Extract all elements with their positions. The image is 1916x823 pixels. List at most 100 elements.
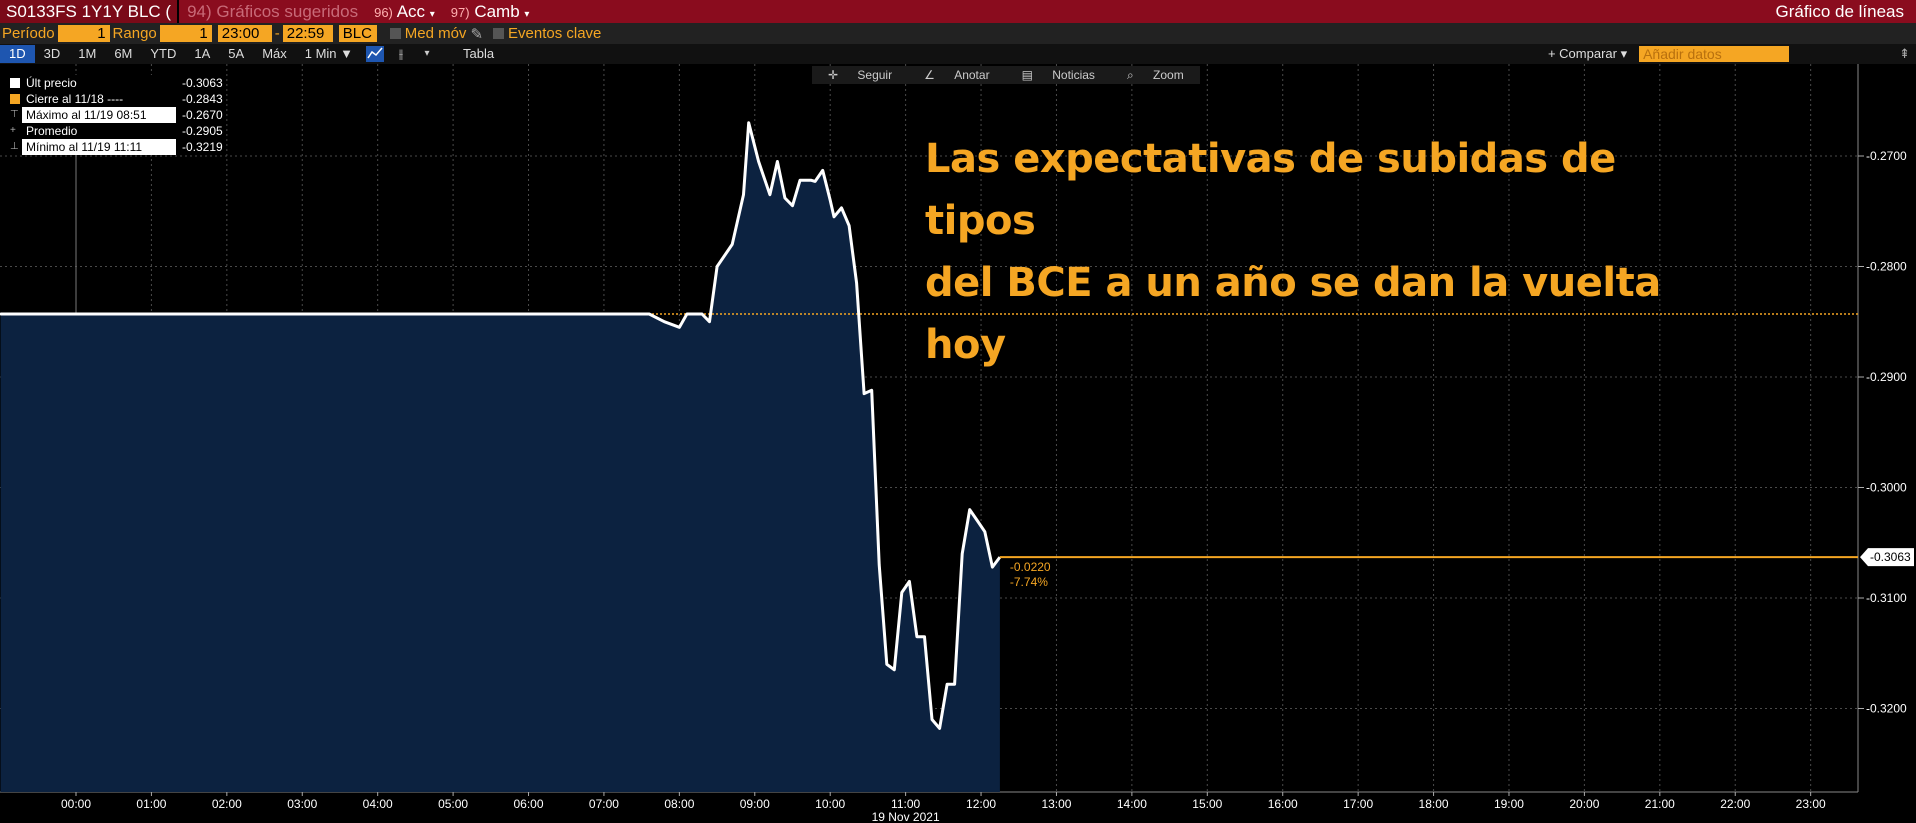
x-tick-label: 18:00 [1419,797,1449,811]
x-tick-label: 03:00 [287,797,317,811]
high-marker-icon: ⊤ [10,109,19,120]
x-tick-label: 13:00 [1041,797,1071,811]
annotation-line: del BCE a un año se dan la vuelta hoy [925,260,1661,368]
chevron-down-icon[interactable]: ▾ [424,48,430,59]
news-tool[interactable]: ▤ Noticias [1006,68,1111,82]
actions-menu-number: 96) [374,4,393,20]
legend-value: -0.2843 [182,92,223,106]
legend-item[interactable]: Últ precio -0.3063 [10,75,223,91]
add-data-input[interactable]: Añadir datos [1639,46,1790,62]
actions-menu-label: Acc [396,1,426,21]
y-tick-label: -0.3100 [1866,591,1907,605]
exchange-menu[interactable]: 97) Camb ▾ [443,2,538,22]
y-tick-label: -0.3000 [1866,481,1907,495]
chart-type-title[interactable]: Gráfico de líneas [1775,1,1904,21]
range-3d-button[interactable]: 3D [43,46,61,61]
settings-bar: Período 1 Rango 1 23:00 - 22:59 BLC Med … [0,23,1916,44]
compare-button[interactable]: + Comparar ▾ [1547,46,1628,61]
range-1m-button[interactable]: 1M [78,46,97,61]
period-input[interactable]: 1 [57,25,110,42]
range-label: Rango [112,25,157,42]
period-label: Período [2,25,55,42]
top-bar: S0133FS 1Y1Y BLC ( 94) Gráficos sugerido… [0,0,1916,23]
x-tick-label: 23:00 [1796,797,1826,811]
expand-icon[interactable]: ⇞ [1899,46,1910,61]
range-6m-button[interactable]: 6M [114,46,133,61]
bar-chart-icon[interactable]: ⫲ [398,46,404,61]
moving-average-label: Med móv [404,25,467,42]
x-tick-label: 06:00 [514,797,544,811]
legend-value: -0.3063 [182,76,223,90]
x-tick-label: 08:00 [664,797,694,811]
y-tick-label: -0.3200 [1866,702,1907,716]
legend-label: Cierre al 11/18 ---- [22,91,176,107]
range-max-button[interactable]: Máx [262,46,287,61]
range-1d-button[interactable]: 1D [0,45,35,63]
x-tick-label: 01:00 [136,797,166,811]
change-abs-label: -0.0220 [1010,560,1051,574]
x-tick-label: 00:00 [61,797,91,811]
legend-value: -0.2670 [182,108,223,122]
time-from-input[interactable]: 23:00 [217,25,272,42]
annotate-tool[interactable]: ∠ Anotar [908,68,1005,82]
exchange-menu-label: Camb [474,1,520,21]
legend-label: Máximo al 11/19 08:51 [22,107,176,123]
pencil-icon[interactable]: ✎ [470,25,484,43]
chart-tools: ✛ Seguir ∠ Anotar ▤ Noticias ⌕ Zoom [812,66,1200,84]
x-tick-label: 21:00 [1645,797,1675,811]
x-tick-label: 15:00 [1192,797,1222,811]
exchange-menu-number: 97) [450,4,470,20]
low-marker-icon: ⊥ [10,141,19,152]
zoom-label: Zoom [1153,67,1184,82]
x-tick-label: 02:00 [212,797,242,811]
moving-average-checkbox[interactable] [389,28,401,39]
x-tick-label: 17:00 [1343,797,1373,811]
y-tick-label: -0.2800 [1866,260,1907,274]
y-tick-label: -0.2900 [1866,370,1907,384]
suggested-charts-menu[interactable]: 94) Gráficos sugeridos [187,1,359,21]
chart-legend: Últ precio -0.3063 Cierre al 11/18 ---- … [10,75,223,155]
legend-item[interactable]: ⊤ Máximo al 11/19 08:51 -0.2670 [10,107,223,123]
key-events-checkbox[interactable] [493,28,505,39]
range-5a-button[interactable]: 5A [228,46,245,61]
annotate-label: Anotar [954,68,990,82]
pencil-icon: ∠ [924,68,935,82]
chevron-down-icon: ▾ [429,8,435,20]
price-area [0,122,1000,793]
line-chart-icon[interactable] [366,46,385,62]
x-tick-label: 22:00 [1720,797,1750,811]
zoom-tool[interactable]: ⌕ Zoom [1111,68,1200,83]
actions-menu[interactable]: 96) Acc ▾ [366,2,443,22]
legend-item[interactable]: + Promedio -0.2905 [10,123,223,139]
x-axis-date-label: 19 Nov 2021 [872,810,940,823]
average-marker-icon: + [10,125,16,136]
legend-swatch [10,94,20,104]
x-tick-label: 09:00 [740,797,770,811]
follow-label: Seguir [857,68,893,82]
range-ytd-button[interactable]: YTD [150,46,177,61]
x-tick-label: 20:00 [1569,797,1599,811]
news-label: Noticias [1052,68,1095,82]
table-button[interactable]: Tabla [463,46,495,61]
source-input[interactable]: BLC [338,25,377,42]
legend-item[interactable]: Cierre al 11/18 ---- -0.2843 [10,91,223,107]
legend-label: Mínimo al 11/19 11:11 [22,139,176,155]
chevron-down-icon: ▾ [524,8,530,20]
x-tick-label: 04:00 [363,797,393,811]
crosshair-icon: ✛ [828,68,839,82]
legend-item[interactable]: ⊥ Mínimo al 11/19 11:11 -0.3219 [10,139,223,155]
range-input[interactable]: 1 [159,25,212,42]
x-tick-label: 12:00 [966,797,996,811]
price-line [0,121,1002,730]
x-tick-label: 16:00 [1268,797,1298,811]
range-1a-button[interactable]: 1A [194,46,211,61]
interval-select[interactable]: 1 Min ▼ [304,46,354,61]
key-events-label: Eventos clave [508,25,602,42]
legend-swatch [10,78,20,88]
change-pct-label: -7.74% [1010,575,1048,589]
news-icon: ▤ [1021,68,1033,82]
time-to-input[interactable]: 22:59 [282,25,333,42]
follow-tool[interactable]: ✛ Seguir [812,68,908,82]
security-ticker[interactable]: S0133FS 1Y1Y BLC ( [0,0,180,23]
